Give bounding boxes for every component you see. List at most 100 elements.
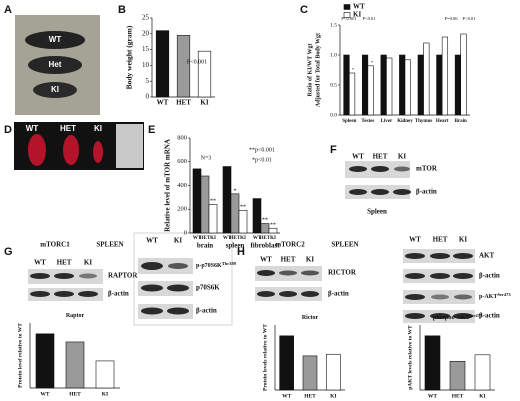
x-tick-label: KI bbox=[200, 99, 208, 107]
bar bbox=[279, 335, 294, 391]
western-blot bbox=[345, 161, 411, 199]
bar bbox=[474, 354, 491, 391]
series-tick-label: HET bbox=[230, 236, 241, 241]
complex-label: mTORC1 bbox=[40, 241, 70, 249]
legend-swatch bbox=[343, 12, 351, 18]
y-tick-label: 10 bbox=[142, 61, 150, 69]
series-tick-label: KI bbox=[240, 236, 246, 241]
lane-label: WT bbox=[34, 259, 46, 267]
series-tick-label: WT bbox=[193, 236, 202, 241]
series-tick-label: KI bbox=[270, 236, 276, 241]
legend-swatch bbox=[343, 4, 351, 10]
lane-label: HET bbox=[373, 153, 388, 161]
panel-label: D bbox=[4, 124, 12, 136]
band-label-sup: Thr389 bbox=[222, 261, 237, 266]
lane-label: WT bbox=[409, 236, 421, 244]
complex-label: mTORC2 bbox=[275, 241, 305, 249]
annotation: **p<0.001 bbox=[249, 147, 275, 153]
x-tick-label: WT bbox=[428, 393, 438, 399]
bar bbox=[399, 54, 406, 116]
series-tick-label: KI bbox=[210, 236, 216, 241]
legend-label: KI bbox=[353, 11, 361, 19]
lane-label: WT bbox=[260, 256, 272, 264]
annotation: * bbox=[234, 188, 237, 194]
bar bbox=[454, 54, 462, 116]
bar bbox=[424, 335, 441, 391]
x-tick-label: HET bbox=[304, 393, 316, 399]
legend-label: WT bbox=[353, 3, 365, 11]
annotation: ** bbox=[210, 198, 216, 204]
x-tick-label: KI bbox=[102, 391, 108, 397]
y-axis-label: Protein levels relative to WT bbox=[262, 324, 268, 391]
tissue-label: SPLEEN bbox=[331, 241, 358, 249]
annotation: ** bbox=[270, 222, 276, 228]
x-tick-label: WT bbox=[40, 391, 50, 397]
x-tick-label: Brain bbox=[455, 119, 467, 124]
panel-label: G bbox=[4, 246, 13, 258]
band-label: RAPTOR bbox=[108, 272, 138, 280]
organ-label: HET bbox=[60, 124, 76, 133]
lane-label: KI bbox=[459, 236, 467, 244]
y-axis-label: Protein level relative to WT bbox=[17, 323, 23, 388]
y-axis-label: Adjusted for Total Body Wgt bbox=[315, 33, 321, 107]
y-axis-label: Relative level of mTOR mRNA bbox=[164, 139, 172, 232]
band-label-text: p-p70S6K bbox=[196, 263, 222, 269]
western-blot bbox=[403, 249, 475, 323]
y-tick-label: 0.5 bbox=[330, 82, 337, 88]
x-tick-label: HET bbox=[452, 393, 464, 399]
y-tick-label: 800 bbox=[177, 134, 187, 141]
bar bbox=[302, 355, 318, 391]
panel-label: H bbox=[237, 246, 245, 258]
lane-label: KI bbox=[306, 256, 314, 264]
x-tick-label: fibroblast bbox=[250, 242, 280, 250]
series-tick-label: HET bbox=[260, 236, 271, 241]
organ-label: WT bbox=[26, 124, 39, 133]
tissue-label: SPLEEN bbox=[96, 241, 123, 249]
mouse-label: WT bbox=[49, 35, 62, 44]
band-label: RICTOR bbox=[328, 269, 357, 277]
bar bbox=[192, 168, 202, 234]
y-tick-label: 25 bbox=[142, 14, 150, 22]
annotation: * bbox=[352, 67, 355, 72]
chart-title-text: Raptor bbox=[66, 313, 85, 319]
lane-label: HET bbox=[281, 256, 296, 264]
lane-label: KI bbox=[174, 237, 182, 245]
bar bbox=[404, 59, 411, 116]
x-tick-label: HET bbox=[69, 391, 81, 397]
y-tick-label: 0.0 bbox=[330, 112, 337, 118]
band-label: β-actin bbox=[479, 272, 500, 280]
bar bbox=[449, 360, 466, 391]
annotation: ** bbox=[262, 217, 268, 223]
lane-label: KI bbox=[398, 153, 406, 161]
y-tick-label: 5 bbox=[146, 77, 150, 85]
chart-title-sup: ser473 bbox=[470, 313, 483, 318]
x-tick-label: Kidney bbox=[397, 119, 413, 124]
annotation: P<0.01 bbox=[463, 16, 476, 21]
y-tick-label: 0 bbox=[184, 229, 187, 236]
y-tick-label: 400 bbox=[177, 182, 187, 189]
lane-label: HET bbox=[57, 259, 72, 267]
band-label: p70S6K bbox=[196, 284, 220, 292]
bar bbox=[436, 54, 443, 116]
tissue-label: Spleen bbox=[367, 208, 387, 216]
x-tick-label: brain bbox=[197, 242, 213, 250]
western-blot bbox=[255, 266, 322, 301]
annotation: P<0.001 bbox=[187, 59, 207, 65]
western-blot bbox=[28, 269, 103, 301]
annotation: * bbox=[371, 60, 374, 65]
y-axis-label: Ratio of KI/WT Wgt bbox=[307, 44, 313, 97]
bar bbox=[252, 198, 262, 234]
x-tick-label: Liver bbox=[381, 119, 393, 124]
lane-label: HET bbox=[433, 236, 448, 244]
x-tick-label: Spleen bbox=[342, 119, 356, 124]
chart-title: phospho-AKTser473 bbox=[433, 313, 483, 321]
y-axis-label: pAKT levels relative to WT bbox=[407, 325, 413, 390]
bar bbox=[35, 333, 55, 389]
bar bbox=[441, 36, 449, 116]
bar bbox=[268, 227, 278, 234]
band-label-text: p-AKT bbox=[479, 294, 497, 300]
y-tick-label: 600 bbox=[177, 158, 187, 165]
lane-label: KI bbox=[84, 259, 92, 267]
bar bbox=[326, 353, 341, 391]
